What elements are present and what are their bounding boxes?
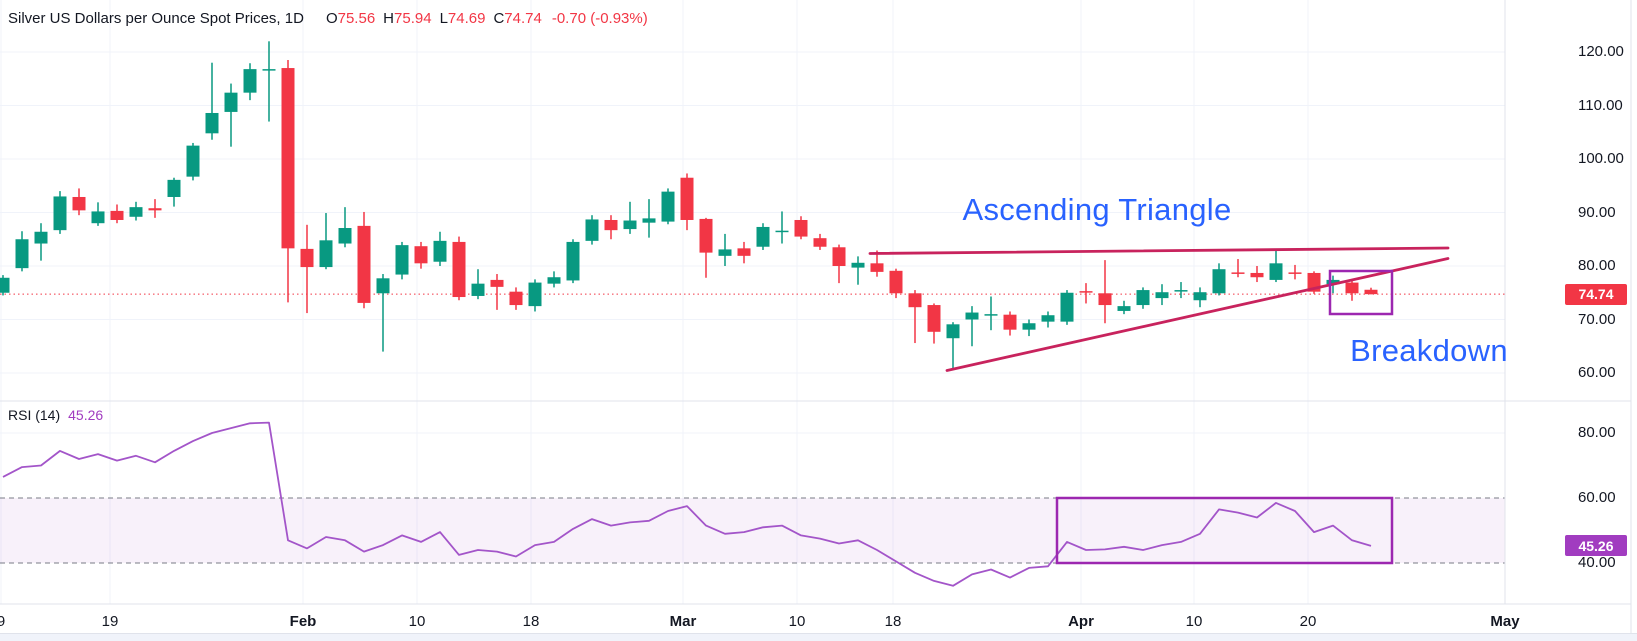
price-tick-label: 80.00 — [1578, 257, 1616, 274]
bottom-strip — [0, 633, 1637, 641]
price-tick-label: 100.00 — [1578, 150, 1624, 167]
rsi-indicator-value: 45.26 — [68, 407, 104, 423]
rsi-value-badge: 45.26 — [1565, 535, 1627, 557]
price-tick-label: 90.00 — [1578, 203, 1616, 221]
last-price-badge: 74.74 — [1565, 283, 1627, 305]
annotation-breakdown[interactable]: Breakdown — [1350, 333, 1508, 368]
time-tick-label: 10 — [1185, 613, 1203, 630]
change-value: -0.70 (-0.93%) — [551, 10, 648, 27]
annotation-ascending-triangle[interactable]: Ascending Triangle — [962, 192, 1232, 227]
time-tick-label: May — [1490, 613, 1520, 630]
time-tick-label: 19 — [101, 613, 119, 630]
time-axis[interactable] — [0, 609, 1631, 633]
time-tick-label: 10 — [408, 613, 426, 630]
price-tick-label: 110.00 — [1578, 96, 1623, 114]
symbol-title[interactable]: Silver US Dollars per Ounce Spot Prices,… — [8, 10, 304, 27]
rsi-indicator-name[interactable]: RSI (14) — [8, 407, 61, 423]
price-tick-label: 120.00 — [1578, 43, 1624, 60]
time-tick-label: Feb — [289, 613, 317, 630]
price-tick-label: 60.00 — [1578, 364, 1616, 381]
open-label: O — [325, 10, 338, 27]
time-tick-label: Apr — [1068, 613, 1094, 630]
time-tick-label: 20 — [1299, 613, 1317, 630]
low-label: L — [439, 10, 448, 27]
time-tick-label: 18 — [884, 613, 902, 630]
rsi-tick-label: 40.00 — [1578, 554, 1616, 571]
time-tick-label: Mar — [669, 613, 697, 630]
high-label: H — [383, 10, 395, 27]
close-label: C — [493, 10, 505, 27]
price-tick-label: 70.00 — [1578, 310, 1616, 328]
time-tick-label: 9 — [0, 613, 6, 630]
rsi-tick-label: 80.00 — [1578, 424, 1616, 441]
rsi-tick-label: 60.00 — [1578, 489, 1616, 506]
time-tick-label: 10 — [788, 613, 806, 630]
open-value: 75.56 — [337, 10, 376, 27]
close-value: 74.74 — [504, 10, 542, 27]
rsi-legend: RSI (14) 45.26 — [8, 406, 103, 424]
high-value: 75.94 — [394, 10, 432, 27]
time-tick-label: 18 — [522, 613, 540, 630]
low-value: 74.69 — [447, 10, 486, 27]
symbol-legend: Silver US Dollars per Ounce Spot Prices,… — [8, 9, 648, 29]
